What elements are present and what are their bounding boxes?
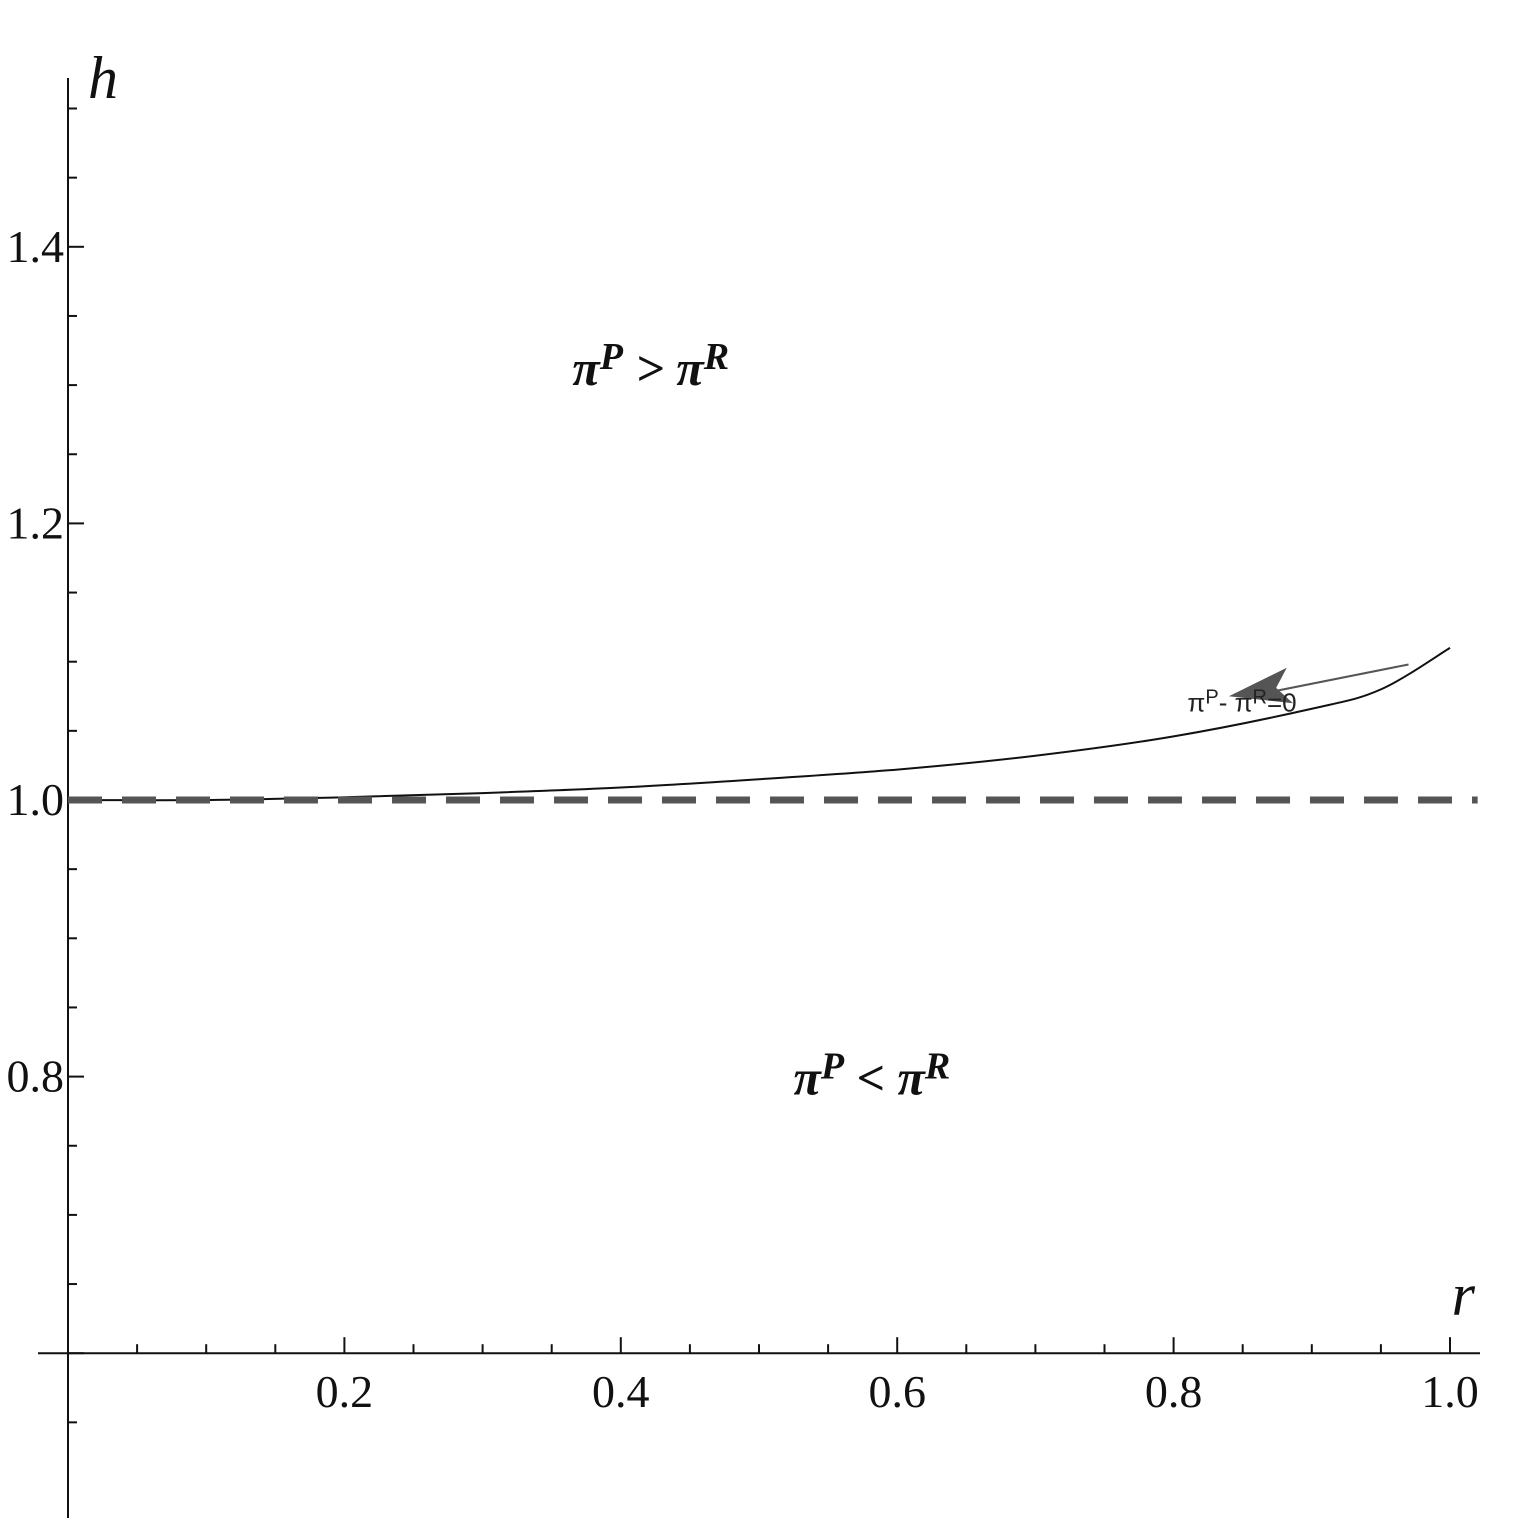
- y-tick-label: 1.2: [7, 497, 65, 548]
- superscript: R: [924, 1046, 950, 1088]
- axes: [38, 78, 1480, 1518]
- region-label-lower: πP < πR: [794, 1046, 951, 1106]
- y-tick-label: 0.8: [7, 1051, 65, 1102]
- label-text: π: [1187, 687, 1205, 717]
- plot-marks: [67, 647, 1478, 804]
- x-tick-label: 0.2: [316, 1366, 374, 1417]
- x-axis-label: r: [1452, 1262, 1476, 1328]
- superscript: P: [599, 336, 624, 378]
- x-tick-label: 0.8: [1145, 1366, 1203, 1417]
- superscript: R: [1253, 686, 1267, 708]
- x-tick-label: 1.0: [1421, 1366, 1479, 1417]
- superscript: R: [703, 336, 729, 378]
- x-tick-label: 0.4: [592, 1366, 650, 1417]
- label-text: < π: [844, 1050, 926, 1106]
- y-axis-label: h: [88, 45, 118, 111]
- arrow-head: [1228, 667, 1294, 704]
- y-tick-label: 1.0: [7, 774, 65, 825]
- arrow-shaft: [1268, 663, 1409, 694]
- label-text: - π: [1219, 687, 1253, 717]
- curve-annotation-label: πP- πR=0: [1187, 686, 1296, 717]
- superscript: P: [820, 1046, 845, 1088]
- label-text: π: [572, 340, 601, 396]
- superscript: P: [1205, 686, 1218, 708]
- y-tick-label: 1.4: [7, 221, 65, 272]
- series-line-solid: [67, 647, 1451, 802]
- x-tick-label: 0.6: [868, 1366, 926, 1417]
- label-text: > π: [623, 340, 705, 396]
- region-label-upper: πP > πR: [572, 336, 729, 396]
- label-text: π: [794, 1050, 823, 1106]
- label-text: =0: [1267, 687, 1297, 717]
